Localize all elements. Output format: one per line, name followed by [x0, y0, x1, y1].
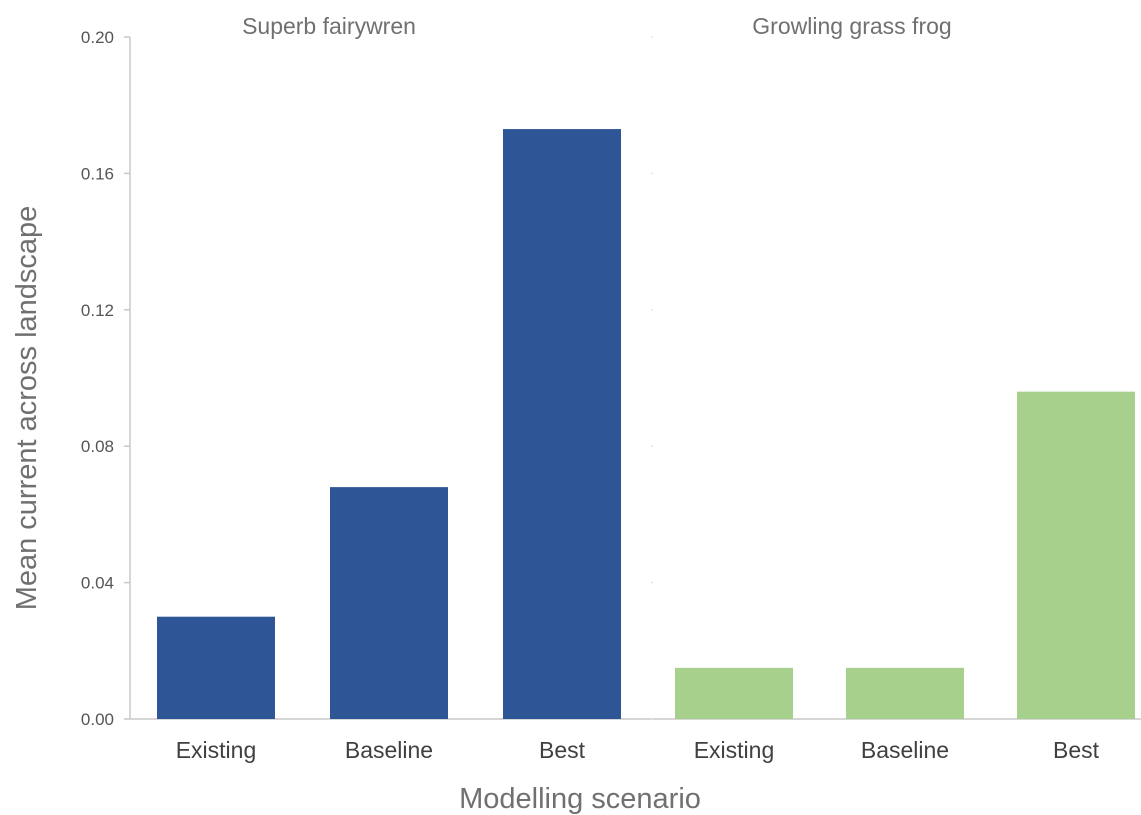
panel-title: Growling grass frog [752, 13, 951, 39]
x-tick-label: Best [1053, 737, 1100, 763]
x-tick-label: Existing [694, 737, 775, 763]
y-tick-label: 0.00 [81, 710, 114, 729]
y-tick-label: 0.04 [81, 574, 114, 593]
y-axis: 0.00 0.04 0.08 0.12 0.16 0.20 [81, 28, 131, 729]
x-tick-label: Baseline [861, 737, 949, 763]
bar-best [1017, 391, 1135, 719]
y-tick-label: 0.08 [81, 437, 114, 456]
bar-existing [157, 616, 275, 719]
x-tick-label: Baseline [345, 737, 433, 763]
bar-existing [675, 667, 793, 719]
x-axis-title: Modelling scenario [459, 783, 701, 815]
y-tick-label: 0.20 [81, 28, 114, 47]
y-tick-label: 0.12 [81, 301, 114, 320]
panel-title: Superb fairywren [242, 13, 416, 39]
y-axis-title: Mean current across landscape [11, 206, 43, 611]
bar-best [503, 129, 621, 719]
bar-baseline [330, 487, 448, 719]
panel-1: Superb fairywren Existing Baseline Best [130, 13, 651, 763]
x-tick-label: Best [539, 737, 586, 763]
panel-2: Growling grass frog Existing Baseline Best [651, 13, 1141, 763]
y-tick-label: 0.16 [81, 164, 114, 183]
bar-baseline [846, 667, 964, 719]
x-tick-label: Existing [176, 737, 257, 763]
